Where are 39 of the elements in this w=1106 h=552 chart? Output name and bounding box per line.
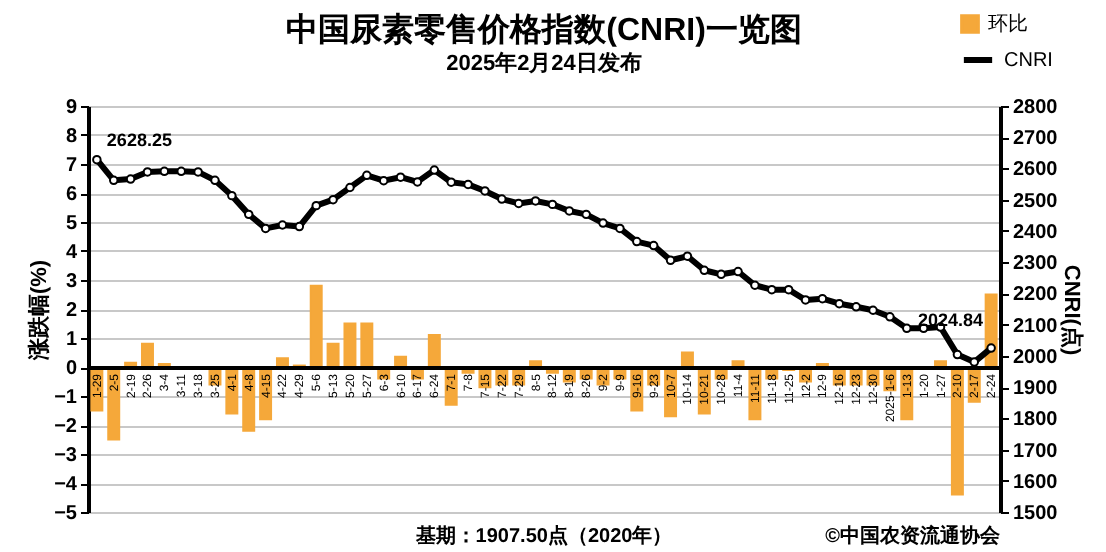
legend-label: 环比 xyxy=(988,12,1028,36)
y-tick-label: 0 xyxy=(65,358,78,380)
y-tick-label: −2 xyxy=(54,416,78,438)
data-label: 2024.84 xyxy=(918,310,984,331)
y-tick-label: 2 xyxy=(65,300,78,322)
y2-tick-label: 2200 xyxy=(1013,284,1059,307)
y2-tick-label: 2300 xyxy=(1013,253,1059,276)
y-tick-label: 3 xyxy=(65,271,78,293)
y-tick-label: 7 xyxy=(65,155,78,177)
y2-tick-label: 1800 xyxy=(1013,409,1059,432)
y-tick-label: −3 xyxy=(54,445,78,467)
y-tick-label: −1 xyxy=(54,387,78,409)
y2-tick-label: 2100 xyxy=(1013,315,1059,338)
y-tick-label: 4 xyxy=(65,242,78,264)
legend-label: CNRI xyxy=(1004,50,1053,72)
y2-tick-label: 2600 xyxy=(1013,159,1059,182)
text: 基期：1907.50点（2020年） xyxy=(413,524,673,548)
y2-tick-label: 2500 xyxy=(1013,190,1059,213)
y2-tick-label: 2700 xyxy=(1013,128,1059,151)
chart-title: 中国尿素零售价格指数(CNRI)一览图 xyxy=(286,12,802,48)
y-tick-label: 1 xyxy=(65,329,78,351)
y-tick-label: 6 xyxy=(65,184,78,206)
y-tick-label: −5 xyxy=(54,503,78,525)
y-tick-label: −4 xyxy=(54,474,78,496)
y2-tick-label: 1500 xyxy=(1013,503,1059,525)
y2-axis-title: CNRI(点) xyxy=(1059,264,1086,356)
y2-tick-label: 2000 xyxy=(1013,346,1059,369)
y-axis-title: 涨跌幅(%) xyxy=(26,259,53,363)
y2-tick-label: 1600 xyxy=(1013,471,1059,494)
y-tick-label: 5 xyxy=(65,213,78,235)
y2-tick-label: 2800 xyxy=(1013,97,1059,119)
y2-tick-label: 2400 xyxy=(1013,221,1059,244)
y2-tick-label: 1700 xyxy=(1013,440,1059,463)
y-tick-label: 9 xyxy=(65,97,78,119)
y-tick-label: 8 xyxy=(65,126,78,148)
data-label: 2628.25 xyxy=(106,129,172,150)
chart-subtitle: 2025年2月24日发布 xyxy=(446,50,642,76)
text: ©中国农资流通协会 xyxy=(825,524,1002,548)
y2-tick-label: 1900 xyxy=(1013,378,1059,401)
